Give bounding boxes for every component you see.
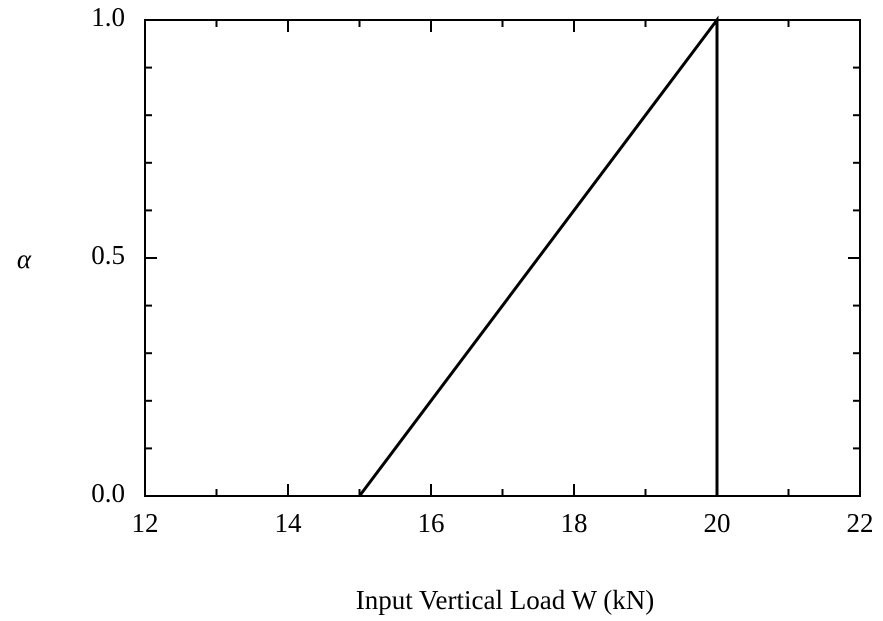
x-tick-label: 12	[132, 508, 159, 538]
y-tick-label: 0.5	[91, 240, 125, 270]
plot-frame	[144, 19, 861, 497]
x-tick-label: 14	[275, 508, 303, 538]
y-axis-label: α	[17, 244, 32, 274]
line	[358, 15, 719, 497]
y-tick-label: 0.0	[91, 478, 125, 508]
x-tick-label: 16	[418, 508, 445, 538]
x-tick-label: 20	[704, 508, 731, 538]
x-axis-label: Input Vertical Load W (kN)	[356, 585, 654, 615]
x-tick-label: 18	[561, 508, 588, 538]
y-tick-label: 1.0	[91, 2, 125, 32]
x-tick-label: 22	[847, 508, 874, 538]
